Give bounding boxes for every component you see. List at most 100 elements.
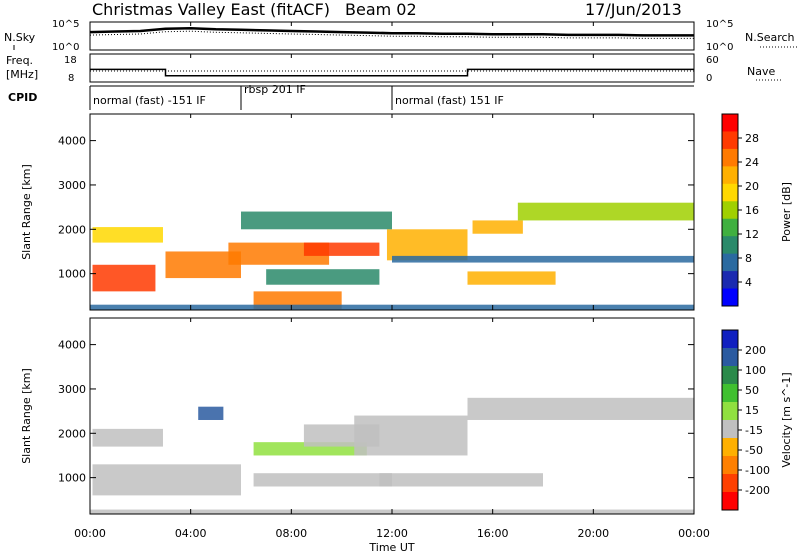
power-panel: 1000 2000 3000 4000 Slant Range [km] [20,113,695,311]
noise-left-tick-high: 10^5 [52,19,79,30]
nave-tick-low: 0 [706,73,712,84]
vel-cb-swatch-5 [722,420,738,439]
vel-cb-ticks-label-4: -15 [745,424,763,437]
vel-map-band-5 [354,415,468,456]
power-yticks-label-1: 2000 [58,223,86,236]
velocity-panel: 1000 2000 3000 4000 Slant Range [km] [20,317,695,515]
vel-cb-swatch-1 [722,348,738,367]
power-map-band-8 [467,271,556,285]
x-tick-label-6: 00:00 [678,527,710,540]
freq-tick-high: 18 [64,55,77,66]
power-colorbar-swatches [722,114,738,307]
beam-title: Beam 02 [345,0,417,19]
power-cb-swatch-8 [722,253,738,272]
vel-yticks-label-1: 2000 [58,427,86,440]
x-tick-label-4: 16:00 [477,527,509,540]
vel-cb-swatch-6 [722,438,738,457]
power-cb-ticks-label-5: 8 [745,252,752,265]
freq-panel: Freq. [MHz] 18 8 60 0 Nave [6,53,782,84]
power-cb-swatch-2 [722,148,738,167]
power-cb-swatch-1 [722,131,738,150]
power-map-band-7 [386,229,468,261]
noise-left-tick-low: 10^0 [52,42,79,53]
noise-sky-label: N.Sky [4,31,36,44]
nave-label: Nave [747,65,775,78]
noise-sky-line [89,26,694,37]
power-cb-swatch-5 [722,201,738,220]
x-tick-label-5: 20:00 [577,527,609,540]
velocity-heatmap [90,397,694,514]
power-colorbar: 28 24 20 16 12 8 4 Power [dB] [721,113,793,307]
vel-cb-ticks-label-1: 100 [745,364,766,377]
vel-cb-ticks-label-3: 15 [745,404,759,417]
vel-cb-ticks-label-2: 50 [745,384,759,397]
power-yticks-label-0: 1000 [58,268,86,281]
power-cb-swatch-9 [722,271,738,290]
vel-cb-ticks-label-7: -200 [745,484,770,497]
vel-cb-ticks-label-0: 200 [745,344,766,357]
velocity-colorbar: 200 100 50 15 -15 -50 -100 -200 Velocity [m s^-… [721,329,793,511]
power-yticks-label-2: 3000 [58,179,86,192]
power-map-band-0 [92,227,163,243]
noise-panel: N.Sky 10^5 10^0 10^5 10^0 N.Search [4,19,798,53]
noise-search-label: N.Search [745,31,795,44]
power-cb-ticks-label-4: 12 [745,228,759,241]
power-colorbar-label: Power [dB] [780,182,793,242]
vel-map-band-0 [92,428,163,447]
power-cb-ticks-label-1: 24 [745,156,759,169]
x-tick-label-1: 04:00 [175,527,207,540]
vel-cb-swatch-2 [722,366,738,385]
noise-trace [89,26,694,39]
cpid-label: CPID [8,91,37,104]
power-map-band-12 [392,255,694,263]
cpid-segment-1: normal (fast) -151 IF [93,94,206,107]
freq-tick-low: 8 [68,73,74,84]
power-cb-ticks-label-6: 4 [745,276,752,289]
vel-cb-ticks-label-6: -100 [745,464,770,477]
freq-panel-frame [89,53,695,83]
vel-cb-swatch-4 [722,402,738,421]
power-map-band-10 [517,202,694,221]
vel-yticks-label-3: 4000 [58,339,86,352]
x-tick-label-3: 12:00 [376,527,408,540]
power-map-band-1 [92,264,156,292]
power-cb-ticks-label-3: 16 [745,204,759,217]
vel-cb-swatch-8 [722,474,738,493]
velocity-ylabel: Slant Range [km] [20,368,33,464]
power-yticks-label-3: 4000 [58,135,86,148]
power-cb-swatch-6 [722,218,738,237]
cpid-panel: CPID normal (fast) -151 IF rbsp 201 IF n… [8,83,694,110]
vel-cb-ticks-label-5: -50 [745,444,763,457]
date-title: 17/Jun/2013 [585,0,682,19]
velocity-colorbar-ticks: 200 100 50 15 -15 -50 -100 -200 [738,344,770,497]
vel-yticks-label-2: 3000 [58,383,86,396]
x-axis: 00:00 04:00 08:00 12:00 16:00 20:00 00:00 [74,22,710,540]
x-tick-label-2: 08:00 [275,527,307,540]
vel-map-band-2 [198,406,224,420]
freq-label-line1: Freq. [6,54,33,67]
power-map-band-6 [266,269,380,285]
vel-yticks-label-0: 1000 [58,472,86,485]
x-tick-label-0: 00:00 [74,527,106,540]
vel-map-band-1 [92,464,242,496]
power-cb-swatch-10 [722,288,738,307]
vel-map-band-7 [379,473,543,487]
power-colorbar-ticks: 28 24 20 16 12 8 4 [738,132,759,289]
velocity-colorbar-swatches [722,330,738,511]
power-cb-ticks-label-0: 28 [745,132,759,145]
power-ylabel: Slant Range [km] [20,164,33,260]
freq-label-line2: [MHz] [6,68,38,81]
velocity-colorbar-frame [721,329,739,511]
vel-cb-swatch-9 [722,492,738,511]
power-cb-ticks-label-2: 20 [745,180,759,193]
velocity-colorbar-label: Velocity [m s^-1] [780,372,793,467]
power-y-ticks: 1000 2000 3000 4000 [58,135,694,281]
station-title: Christmas Valley East (fitACF) [92,0,330,19]
power-cb-swatch-4 [722,183,738,202]
nave-tick-high: 60 [706,55,719,66]
power-map-band-9 [472,220,523,234]
x-axis-label: Time UT [368,541,414,554]
power-cb-swatch-7 [722,236,738,255]
vel-map-band-8 [253,473,392,487]
